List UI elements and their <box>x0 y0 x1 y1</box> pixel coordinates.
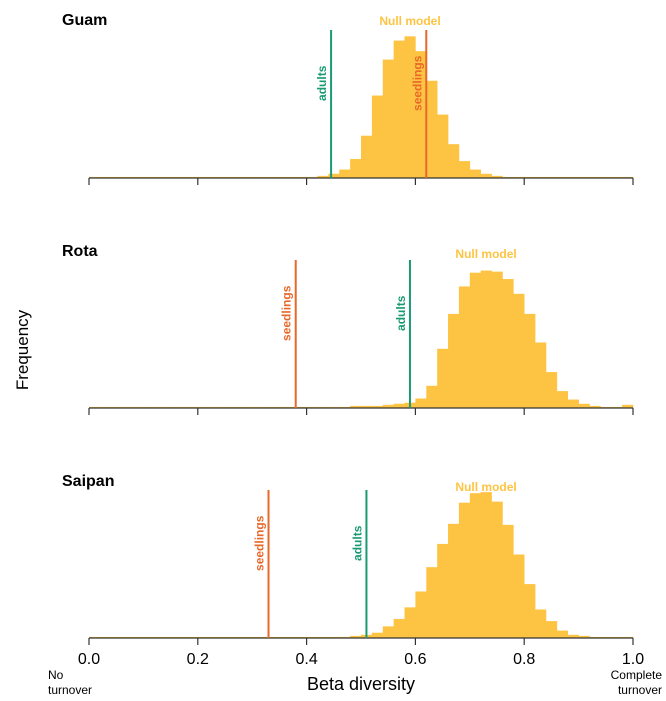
histogram-bar <box>458 286 471 408</box>
x-end-label-right-1: Complete <box>611 668 663 682</box>
panel-rota: Rota Null model seedlings adults <box>62 243 634 415</box>
histogram-bar <box>393 618 405 638</box>
histogram-bar <box>371 95 384 178</box>
x-end-label-left-1: No <box>48 668 64 682</box>
adults-label: adults <box>350 525 364 561</box>
histogram-bar <box>469 272 481 408</box>
histogram-bar <box>491 501 503 638</box>
histogram-bar <box>382 404 394 408</box>
histogram-bar <box>535 609 547 638</box>
panel-saipan: Saipan Null model seedlings adults <box>62 473 634 645</box>
histogram-bar <box>491 175 503 178</box>
histogram-bar <box>448 144 460 178</box>
histogram-bar <box>404 36 416 179</box>
histogram-bar <box>350 405 362 408</box>
histogram-bar <box>448 523 460 638</box>
histogram-bar <box>393 403 405 408</box>
histogram-bar <box>426 80 438 178</box>
histogram-bar <box>415 591 427 638</box>
x-axis: 0.0 0.2 0.4 0.6 0.8 1.0 <box>78 651 644 668</box>
histogram-bar <box>371 632 384 638</box>
histogram-bar <box>317 175 329 178</box>
seedlings-label: seedlings <box>280 285 294 341</box>
histogram-bar <box>502 279 514 408</box>
histogram-bar <box>350 158 362 178</box>
histogram-bar <box>513 554 525 638</box>
histogram-bar <box>524 313 536 408</box>
y-axis-label: Frequency <box>13 309 32 390</box>
histogram-bar <box>556 630 569 638</box>
panel-title: Guam <box>62 12 107 29</box>
histogram-bar <box>371 405 384 408</box>
histogram-bar <box>361 135 373 178</box>
panels: Guam Null model adults seedlings Rota Null mo… <box>62 12 634 645</box>
histogram-bar <box>437 543 449 638</box>
histogram-bar <box>458 161 471 178</box>
null-model-label: Null model <box>455 480 516 494</box>
histogram-bar <box>545 372 558 408</box>
histogram-bar <box>415 398 427 408</box>
histogram-bar <box>382 626 394 638</box>
histogram-bar <box>480 173 492 178</box>
seedlings-label: seedlings <box>410 55 424 111</box>
x-tick-label: 0.8 <box>513 651 535 668</box>
x-tick-label: 0.2 <box>187 651 209 668</box>
histogram-bar <box>328 173 340 178</box>
x-tick-label: 1.0 <box>622 651 644 668</box>
x-end-label-left-2: turnover <box>48 683 92 697</box>
histogram-bar <box>589 405 601 408</box>
histogram-bar <box>458 502 471 638</box>
null-model-label: Null model <box>455 247 516 261</box>
histogram-bar <box>448 313 460 408</box>
histogram-bar <box>339 169 351 178</box>
histogram-bar <box>480 492 492 638</box>
panel-title: Saipan <box>62 473 114 490</box>
histogram-bar <box>404 607 416 638</box>
panel-guam: Guam Null model adults seedlings <box>62 12 634 185</box>
histogram-bar <box>361 405 373 408</box>
histogram-bar <box>350 635 362 638</box>
adults-label: adults <box>394 295 408 331</box>
histogram-bar <box>469 169 481 178</box>
x-end-label-right-2: turnover <box>618 683 662 697</box>
null-model-label: Null model <box>379 14 440 28</box>
histogram-bar <box>556 391 569 408</box>
x-axis-label: Beta diversity <box>307 674 415 694</box>
histogram-bar <box>567 634 579 638</box>
histogram-bar <box>567 399 579 408</box>
histogram-bar <box>502 524 514 638</box>
histogram-bar <box>513 293 525 408</box>
histogram-bar <box>426 385 438 408</box>
panel-title: Rota <box>62 243 98 260</box>
adults-label: adults <box>315 65 329 101</box>
x-tick-label: 0.6 <box>404 651 426 668</box>
histogram-bar <box>578 403 590 408</box>
histogram-bar <box>545 621 558 638</box>
histogram-bar <box>535 342 547 408</box>
histogram-bar <box>524 584 536 638</box>
seedlings-label: seedlings <box>253 515 267 571</box>
histogram-bar <box>480 270 492 408</box>
histogram-bar <box>622 404 634 408</box>
x-tick-label: 0.0 <box>78 651 100 668</box>
histogram-bar <box>437 114 449 178</box>
histogram-bar <box>415 51 427 178</box>
histogram-bar <box>469 493 481 638</box>
histogram-bar <box>437 348 449 408</box>
histogram-bar <box>426 567 438 638</box>
histogram-bar <box>578 635 590 638</box>
histogram-bar <box>393 40 405 178</box>
histogram-bar <box>382 59 394 178</box>
histogram-bar <box>491 271 503 408</box>
x-tick-label: 0.4 <box>295 651 317 668</box>
